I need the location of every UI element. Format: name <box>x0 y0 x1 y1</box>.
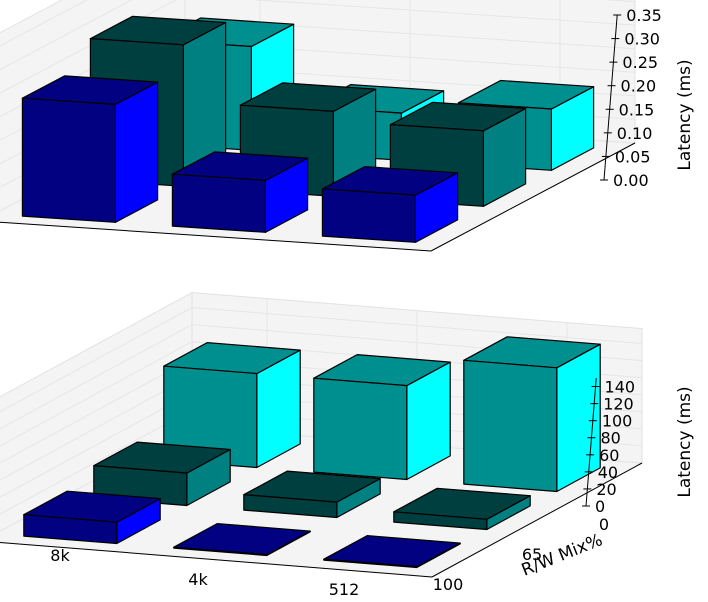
bar-8k-0 <box>163 342 301 469</box>
x-axis-line <box>0 221 432 252</box>
y-axis-line <box>431 462 643 578</box>
bar-4k-100 <box>173 522 311 557</box>
x-axis-line <box>0 541 433 578</box>
z-axis-label: Latency (ms) <box>675 59 695 170</box>
bar-512-100 <box>321 166 459 243</box>
y-tick-label: 0 <box>599 515 609 534</box>
bar-512-100 <box>323 534 461 569</box>
z-axis: 0.00 0.05 0.10 0.15 0.20 0.25 0.30 0.35 Latency … <box>600 6 695 190</box>
bar-4k-0 <box>313 354 451 481</box>
z-tick-label: 0 <box>595 497 605 516</box>
z-tick-label: 0.15 <box>619 100 655 119</box>
gridline <box>0 306 643 413</box>
z-axis-line <box>585 377 597 507</box>
z-tick-label: 0.00 <box>613 171 649 190</box>
z-tick-label: 60 <box>599 446 619 465</box>
bar-front-face <box>313 377 408 481</box>
bar-512-65 <box>393 487 531 531</box>
y-tick-label: 100 <box>433 575 464 594</box>
bars <box>21 15 595 243</box>
bars <box>23 336 601 569</box>
z-tick-label: 40 <box>598 463 618 482</box>
z-tick-label: 80 <box>600 429 620 448</box>
x-axis-ticks: 8k 4k 512 <box>50 546 359 599</box>
bar-side-face <box>556 343 601 493</box>
x-tick-label: 512 <box>329 580 360 599</box>
z-tick-label: 100 <box>602 412 633 431</box>
x-tick-label: 8k <box>50 546 70 565</box>
z-axis-label: Latency (ms) <box>675 386 695 497</box>
gridline <box>0 0 636 94</box>
top-latency-chart: 0.00 0.05 0.10 0.15 0.20 0.25 0.30 0.35 Latency … <box>0 0 695 252</box>
z-tick-label: 0.35 <box>626 6 662 25</box>
bar-front-face <box>393 511 488 531</box>
gridline <box>0 0 636 71</box>
bar-512-0 <box>463 336 601 493</box>
bar-front-face <box>171 173 266 233</box>
bar-8k-100 <box>23 490 161 545</box>
z-tick-label: 0.30 <box>624 30 660 49</box>
bar-8k-65 <box>93 441 231 507</box>
bar-front-face <box>23 514 118 545</box>
y-axis-line <box>430 142 636 252</box>
bar-4k-100 <box>171 151 309 233</box>
z-tick-label: 20 <box>596 480 616 499</box>
bar-side-face <box>114 81 159 223</box>
bar-front-face <box>173 546 268 557</box>
z-tick-label: 0.25 <box>622 53 658 72</box>
bar-front-face <box>21 97 117 223</box>
bar-4k-65 <box>243 470 381 519</box>
x-tick-label: 4k <box>188 570 208 589</box>
z-tick-label: 140 <box>605 378 636 397</box>
bar-front-face <box>463 359 558 493</box>
z-tick-label: 120 <box>603 395 634 414</box>
bar-front-face <box>243 494 338 519</box>
z-tick-label: 0.10 <box>617 124 653 143</box>
bar-front-face <box>323 558 418 569</box>
z-tick-label: 0.05 <box>615 147 651 166</box>
y-tick-label: 65 <box>522 545 542 564</box>
gridline <box>0 0 88 47</box>
z-tick-label: 0.20 <box>621 77 657 96</box>
bar-8k-100 <box>21 75 159 223</box>
bar-front-face <box>321 188 416 243</box>
z-axis-line <box>603 14 618 181</box>
